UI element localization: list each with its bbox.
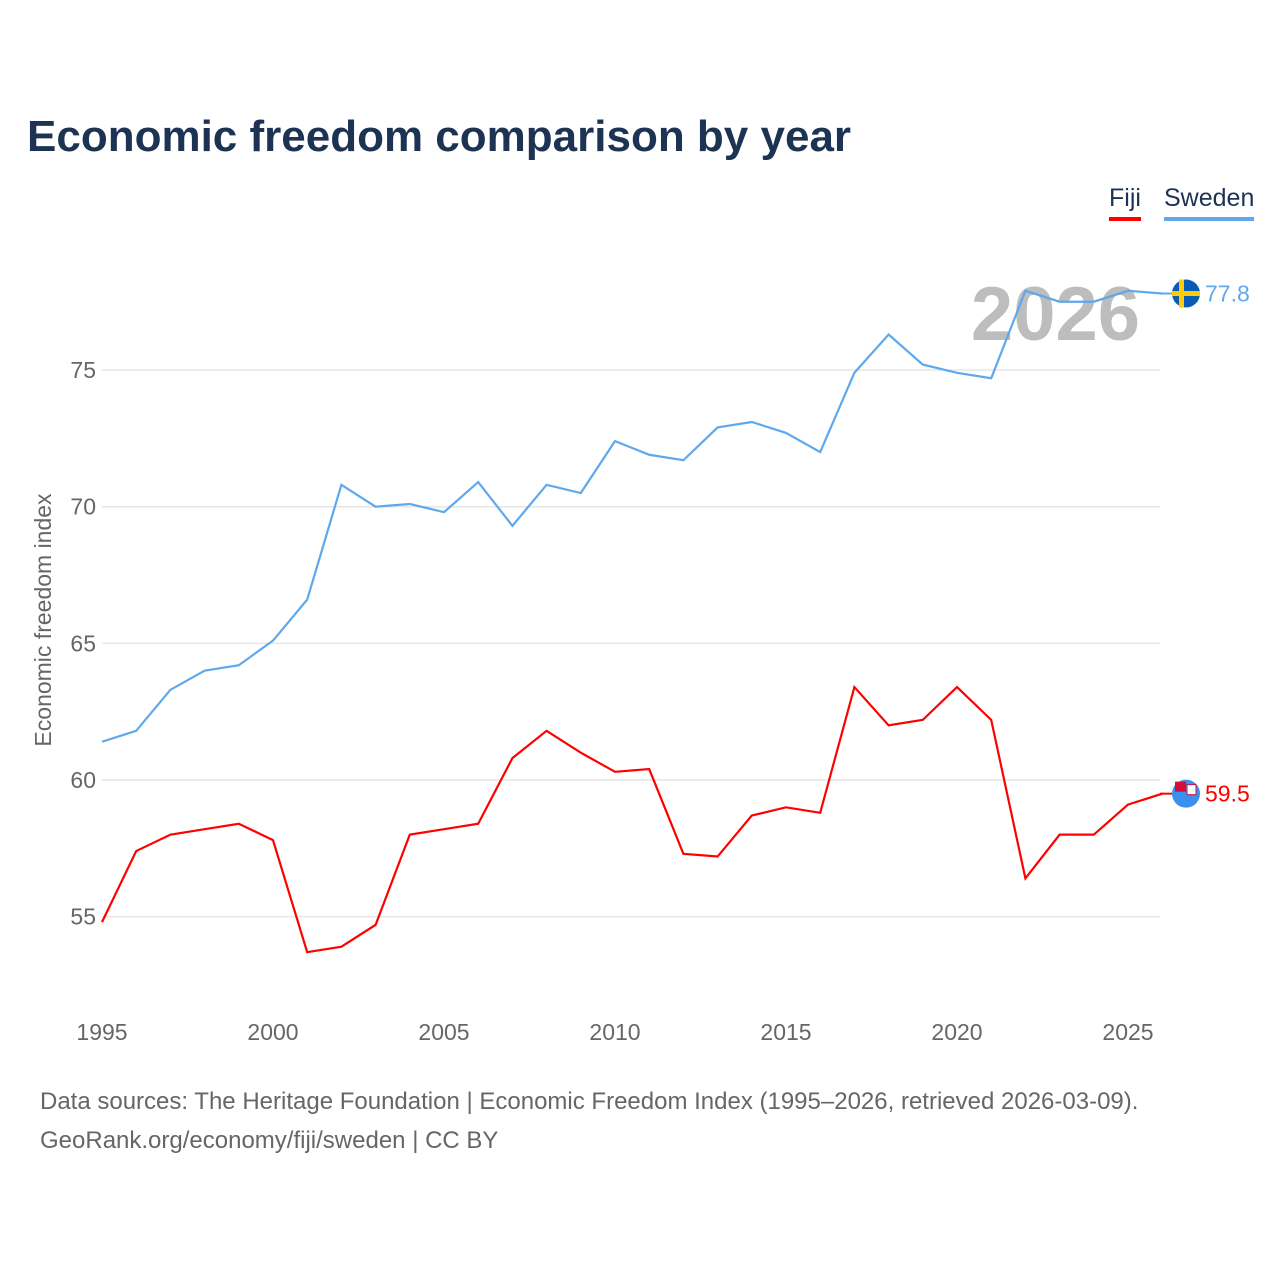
footer-link[interactable]: GeoRank.org/economy/fiji/sweden | CC BY (40, 1127, 499, 1154)
y-tick-label: 70 (70, 494, 96, 520)
y-axis-label: Economic freedom index (30, 493, 56, 747)
x-tick-label: 2005 (418, 1019, 469, 1045)
series-line-fiji (101, 684, 1163, 954)
end-value-label: 77.8 (1205, 281, 1250, 307)
x-tick-label: 2015 (760, 1019, 811, 1045)
y-tick-label: 75 (70, 357, 96, 383)
x-tick-label: 2000 (247, 1019, 298, 1045)
flag-cross-h (1172, 291, 1200, 297)
end-value-label: 59.5 (1205, 781, 1250, 807)
year-watermark: 2026 (971, 272, 1140, 357)
fiji-flag-icon (1172, 779, 1200, 808)
legend-item-sweden[interactable]: Sweden (1164, 184, 1255, 221)
x-tick-label: 2025 (1102, 1019, 1153, 1045)
x-tick-label: 1995 (76, 1019, 127, 1045)
y-tick-label: 65 (70, 630, 96, 656)
flag-cross-v (1179, 279, 1184, 308)
footer-sources: Data sources: The Heritage Foundation | … (40, 1088, 1139, 1115)
series-line-sweden (101, 289, 1163, 743)
y-tick-label: 55 (70, 904, 96, 930)
y-tick-label: 60 (70, 767, 96, 793)
legend-item-fiji[interactable]: Fiji (1109, 184, 1141, 221)
flag-shield (1186, 784, 1197, 796)
x-tick-label: 2010 (589, 1019, 640, 1045)
chart-title: Economic freedom comparison by year (27, 112, 852, 161)
sweden-flag-icon (1172, 279, 1200, 308)
flag-union (1175, 781, 1186, 792)
x-tick-label: 2020 (931, 1019, 982, 1045)
